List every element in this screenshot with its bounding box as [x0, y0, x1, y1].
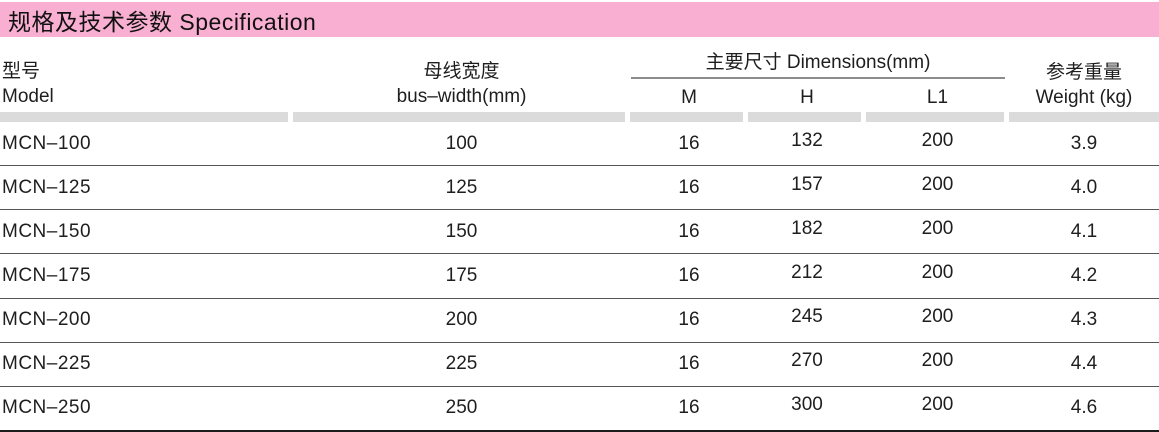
section-title-bar: 规格及技术参数 Specification [0, 2, 1159, 37]
cell-weight: 4.6 [1070, 397, 1098, 419]
separator-segment [630, 112, 743, 122]
bus-width-label-zh: 母线宽度 [423, 61, 500, 82]
cell-weight: 4.0 [1070, 176, 1098, 198]
table-row: MCN–200 200 16 245 200 4.3 [0, 299, 1159, 343]
table-row: MCN–100 100 16 132 200 3.9 [0, 122, 1159, 167]
column-header-bus-width: 母线宽度 bus–width(mm) [293, 37, 630, 112]
column-group-dimensions: 主要尺寸 Dimensions(mm) [631, 37, 1005, 79]
cell-l1: 200 [921, 217, 954, 239]
cell-model: MCN–225 [2, 353, 92, 375]
column-header-m: M [681, 87, 697, 108]
table-row: MCN–175 175 16 212 200 4.2 [0, 254, 1159, 299]
column-header-h: H [800, 87, 814, 108]
cell-l1: 200 [921, 261, 954, 283]
cell-h: 182 [791, 217, 823, 239]
cell-l1: 200 [921, 173, 954, 195]
separator-segment [866, 112, 1004, 122]
cell-weight: 3.9 [1070, 132, 1098, 154]
cell-m: 16 [678, 132, 700, 154]
table-row: MCN–250 250 16 300 200 4.6 [0, 387, 1159, 432]
cell-model: MCN–150 [2, 220, 92, 242]
cell-bus-width: 125 [445, 176, 478, 198]
cell-l1: 200 [921, 306, 954, 328]
cell-m: 16 [678, 397, 700, 419]
cell-h: 245 [791, 306, 823, 328]
cell-m: 16 [678, 220, 700, 242]
cell-model: MCN–250 [2, 397, 92, 419]
cell-h: 212 [791, 261, 823, 283]
bus-width-label-en: bus–width(mm) [396, 86, 527, 107]
cell-weight: 4.1 [1070, 220, 1098, 242]
header-separator-bars [0, 112, 1159, 122]
weight-label-en: Weight (kg) [1035, 87, 1133, 108]
table-row: MCN–150 150 16 182 200 4.1 [0, 210, 1159, 255]
cell-h: 300 [791, 394, 823, 416]
cell-bus-width: 175 [445, 264, 478, 286]
cell-model: MCN–125 [2, 176, 92, 198]
cell-bus-width: 100 [445, 132, 478, 154]
separator-segment [748, 112, 861, 122]
cell-bus-width: 250 [445, 397, 478, 419]
cell-l1: 200 [921, 129, 954, 151]
cell-l1: 200 [921, 350, 954, 372]
cell-bus-width: 150 [445, 220, 478, 242]
separator-segment [0, 112, 288, 122]
cell-weight: 4.4 [1070, 353, 1098, 375]
table-row: MCN–225 225 16 270 200 4.4 [0, 343, 1159, 387]
cell-l1: 200 [921, 394, 954, 416]
cell-bus-width: 200 [445, 309, 478, 331]
cell-h: 157 [791, 173, 823, 195]
table-body: MCN–100 100 16 132 200 3.9 MCN–125 125 1… [0, 122, 1159, 432]
cell-h: 132 [791, 129, 823, 151]
cell-model: MCN–200 [2, 309, 92, 331]
cell-weight: 4.3 [1070, 309, 1098, 331]
section-title: 规格及技术参数 Specification [8, 8, 317, 35]
cell-h: 270 [791, 350, 823, 372]
column-header-weight: 参考重量 Weight (kg) [1009, 37, 1159, 112]
cell-m: 16 [678, 309, 700, 331]
cell-m: 16 [678, 264, 700, 286]
cell-m: 16 [678, 176, 700, 198]
separator-segment [293, 112, 625, 122]
cell-weight: 4.2 [1070, 264, 1098, 286]
cell-bus-width: 225 [445, 353, 478, 375]
column-header-l1: L1 [926, 87, 949, 108]
table-header: 型号 Model 母线宽度 bus–width(mm) 主要尺寸 Dimensi… [0, 37, 1159, 112]
cell-model: MCN–100 [2, 132, 92, 154]
weight-label-zh: 参考重量 [1045, 62, 1122, 83]
model-label-en: Model [2, 86, 54, 107]
cell-m: 16 [678, 353, 700, 375]
table-row: MCN–125 125 16 157 200 4.0 [0, 166, 1159, 211]
column-header-model: 型号 Model [0, 37, 293, 112]
separator-segment [1009, 112, 1159, 122]
model-label-zh: 型号 [2, 61, 41, 82]
cell-model: MCN–175 [2, 264, 92, 286]
dimensions-group-label: 主要尺寸 Dimensions(mm) [705, 52, 931, 73]
